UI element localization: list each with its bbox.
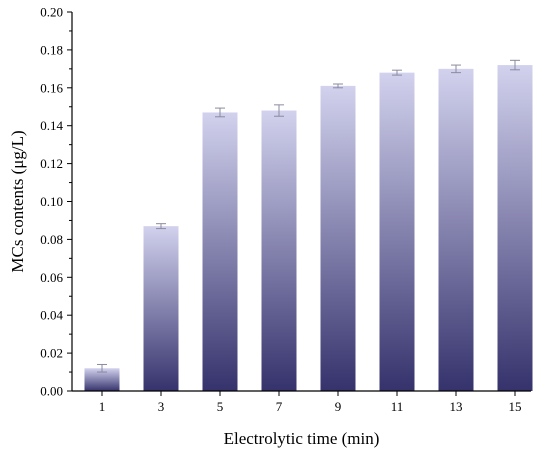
error-bar-5 [215, 107, 225, 118]
x-tick-label: 9 [335, 399, 342, 414]
bar-11 [379, 72, 415, 391]
y-tick-label: 0.20 [40, 5, 63, 20]
y-tick-label: 0.12 [40, 156, 63, 171]
error-bar-11 [392, 69, 402, 76]
y-tick-label: 0.08 [40, 232, 63, 247]
bar-7 [261, 110, 297, 391]
y-tick-label: 0.10 [40, 194, 63, 209]
x-ticks-group: 1 3 5 7 9 11 13 15 [99, 391, 522, 414]
x-tick-label: 7 [276, 399, 283, 414]
x-tick-label: 3 [158, 399, 165, 414]
error-bar-15 [510, 59, 520, 71]
bar-3 [143, 226, 179, 391]
x-tick-label: 15 [509, 399, 522, 414]
x-tick-label: 11 [391, 399, 404, 414]
y-tick-label: 0.06 [40, 270, 63, 285]
y-tick-label: 0.14 [40, 118, 63, 133]
bar-15 [497, 65, 533, 391]
error-bars-group [97, 59, 520, 373]
error-bar-1 [97, 363, 107, 373]
bars-group [84, 65, 533, 391]
bar-1 [84, 368, 120, 391]
y-tick-label: 0.02 [40, 346, 63, 361]
y-tick-label: 0.16 [40, 80, 63, 95]
bar-9 [320, 85, 356, 391]
error-bar-13 [451, 64, 461, 74]
x-tick-label: 13 [450, 399, 463, 414]
y-ticks-group: 0.00 0.02 0.04 0.06 0.08 0.10 0.12 0.14 0.16 0.18… [40, 5, 72, 399]
x-tick-label: 1 [99, 399, 106, 414]
y-tick-label: 0.18 [40, 42, 63, 57]
bar-13 [438, 68, 474, 391]
y-axis-title: MCs contents (μg/L) [8, 130, 27, 272]
y-tick-label: 0.00 [40, 384, 63, 399]
x-axis-title: Electrolytic time (min) [224, 429, 380, 448]
bar-5 [202, 112, 238, 391]
error-bar-7 [274, 104, 284, 117]
y-tick-label: 0.04 [40, 308, 63, 323]
error-bar-9 [333, 83, 343, 89]
error-bar-3 [156, 223, 166, 230]
x-tick-label: 5 [217, 399, 224, 414]
